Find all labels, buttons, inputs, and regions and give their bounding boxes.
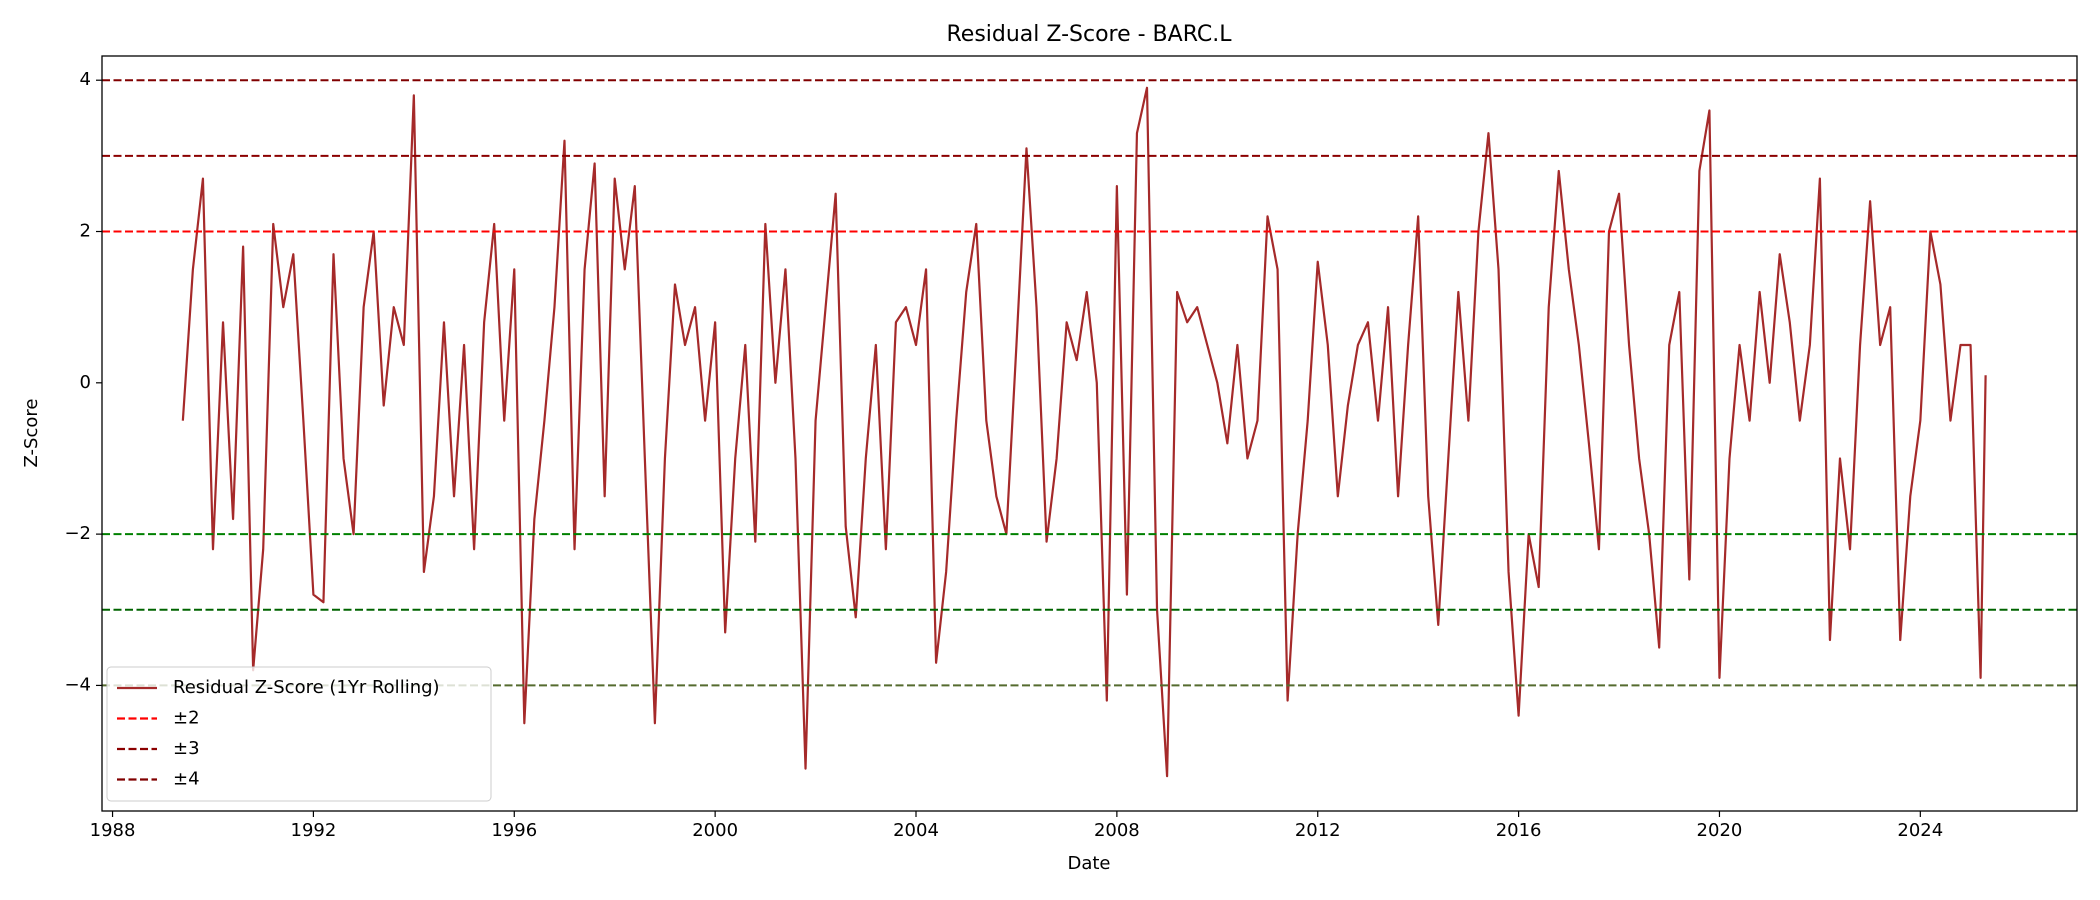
plot-area bbox=[102, 79, 2077, 778]
y-axis-label: Z-Score bbox=[21, 399, 42, 468]
x-tick-label: 2000 bbox=[692, 820, 738, 841]
x-tick-label: 2024 bbox=[1897, 820, 1943, 841]
legend-label: ±2 bbox=[173, 708, 200, 729]
legend-box bbox=[106, 666, 492, 802]
x-axis-label: Date bbox=[1067, 853, 1110, 874]
y-tick-label: 2 bbox=[80, 221, 91, 242]
y-tick-label: −4 bbox=[64, 674, 91, 695]
x-tick-label: 1988 bbox=[90, 820, 136, 841]
x-tick-label: 2004 bbox=[893, 820, 939, 841]
x-tick-label: 2020 bbox=[1697, 820, 1743, 841]
legend: Residual Z-Score (1Yr Rolling) ±2 ±3 ±4 bbox=[106, 666, 492, 802]
chart-title: Residual Z-Score - BARC.L bbox=[946, 22, 1232, 47]
x-tick-label: 2008 bbox=[1094, 820, 1140, 841]
y-tick-label: 0 bbox=[80, 372, 91, 393]
y-tick-label: −2 bbox=[64, 523, 91, 544]
x-tick-label: 2016 bbox=[1496, 820, 1542, 841]
x-tick-label: 1996 bbox=[491, 820, 537, 841]
legend-label: ±4 bbox=[173, 769, 200, 790]
axes-frame bbox=[101, 55, 2078, 812]
legend-label: ±3 bbox=[173, 738, 200, 759]
legend-label: Residual Z-Score (1Yr Rolling) bbox=[173, 677, 440, 698]
x-tick-label: 1992 bbox=[291, 820, 337, 841]
x-tick-label: 2012 bbox=[1295, 820, 1341, 841]
series-line bbox=[181, 86, 1987, 778]
y-tick-label: 4 bbox=[80, 69, 91, 90]
